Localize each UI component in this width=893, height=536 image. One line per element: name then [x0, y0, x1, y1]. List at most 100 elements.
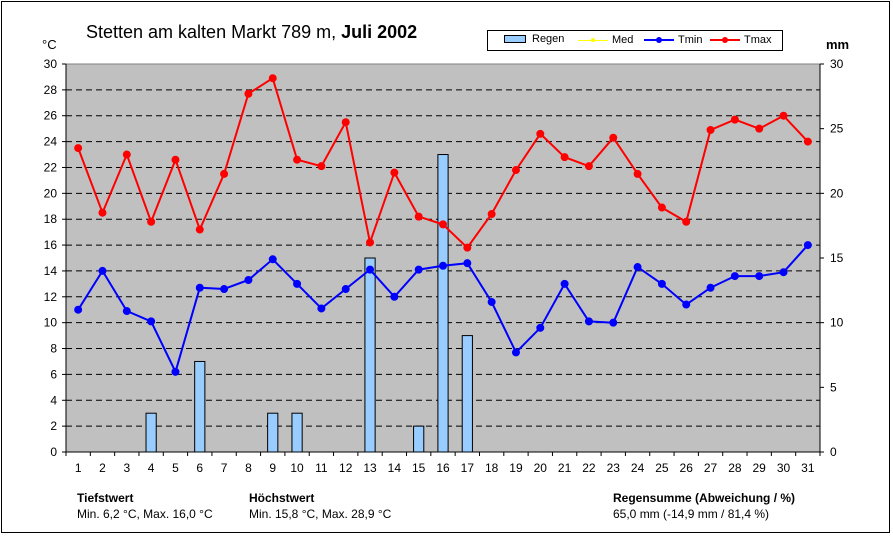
- x-tick-label: 30: [777, 461, 791, 475]
- tmin-point: [98, 266, 107, 275]
- y-left-tick-label: 24: [44, 135, 58, 149]
- tmin-point: [730, 272, 739, 281]
- legend-tmin-swatch: [644, 33, 674, 47]
- tmax-point: [366, 238, 375, 247]
- tmax-point: [609, 133, 618, 142]
- tmax-point: [682, 217, 691, 226]
- tmax-point: [74, 144, 83, 153]
- footer-hoechstwert-head: Höchstwert: [249, 491, 315, 505]
- x-tick-label: 13: [363, 461, 377, 475]
- tmin-point: [755, 272, 764, 281]
- tmin-point: [366, 265, 375, 274]
- y-left-tick-label: 18: [44, 212, 58, 226]
- tmax-point: [147, 217, 156, 226]
- tmax-point: [730, 115, 739, 124]
- tmin-point: [414, 265, 423, 274]
- legend-item-tmax: Tmax: [710, 33, 772, 47]
- tmax-point: [220, 169, 229, 178]
- y-right-tick-label: 25: [830, 122, 844, 136]
- x-tick-label: 4: [148, 461, 155, 475]
- chart-title: Stetten am kalten Markt 789 m, Juli 2002: [86, 22, 417, 43]
- tmax-point: [463, 243, 472, 252]
- y-left-tick-label: 8: [50, 342, 57, 356]
- x-tick-label: 19: [509, 461, 523, 475]
- x-tick-label: 8: [245, 461, 252, 475]
- legend-item-tmin: Tmin: [644, 33, 702, 47]
- tmax-point: [390, 168, 399, 177]
- tmax-point: [195, 225, 204, 234]
- tmin-point: [487, 297, 496, 306]
- legend-tmin-label: Tmin: [678, 34, 703, 46]
- legend-med-swatch: [578, 33, 608, 47]
- tmax-point: [536, 129, 545, 138]
- tmax-point: [657, 203, 666, 212]
- tmin-point: [171, 367, 180, 376]
- tmin-point: [147, 317, 156, 326]
- y-left-tick-label: 20: [44, 186, 58, 200]
- rain-bar: [437, 154, 449, 453]
- tmin-point: [584, 317, 593, 326]
- x-tick-label: 3: [123, 461, 130, 475]
- x-tick-label: 28: [728, 461, 742, 475]
- y-left-tick-label: 30: [44, 57, 58, 71]
- x-tick-label: 20: [534, 461, 548, 475]
- tmin-point: [341, 285, 350, 294]
- footer-hoechstwert: Höchstwert Min. 15,8 °C, Max. 28,9 °C: [249, 490, 391, 522]
- x-tick-label: 14: [388, 461, 402, 475]
- x-tick-label: 25: [655, 461, 669, 475]
- legend-item-rain: Regen: [504, 33, 564, 45]
- tmin-point: [390, 292, 399, 301]
- tmin-point: [439, 261, 447, 270]
- tmin-point: [463, 259, 472, 268]
- x-tick-label: 10: [290, 461, 304, 475]
- tmax-point: [439, 220, 447, 229]
- x-tick-label: 12: [339, 461, 353, 475]
- tmax-point: [171, 155, 180, 164]
- tmin-point: [682, 300, 691, 309]
- tmin-point: [633, 263, 642, 272]
- y-right-tick-label: 5: [830, 380, 837, 394]
- footer-tiefstwert: Tiefstwert Min. 6,2 °C, Max. 16,0 °C: [77, 490, 213, 522]
- x-tick-label: 2: [99, 461, 106, 475]
- y-left-tick-label: 10: [44, 316, 58, 330]
- tmin-point: [268, 255, 277, 264]
- x-tick-label: 1: [75, 461, 82, 475]
- y-left-tick-label: 4: [50, 393, 57, 407]
- x-tick-label: 21: [558, 461, 572, 475]
- x-tick-label: 16: [436, 461, 450, 475]
- rain-bar: [413, 425, 425, 453]
- tmin-point: [609, 318, 618, 327]
- tmax-point: [487, 210, 496, 219]
- footer-tiefstwert-head: Tiefstwert: [77, 491, 134, 505]
- tmax-point: [633, 169, 642, 178]
- tmax-point: [244, 89, 253, 98]
- legend-med-label: Med: [612, 34, 634, 46]
- tmin-point: [779, 268, 788, 277]
- footer-hoechstwert-text: Min. 15,8 °C, Max. 28,9 °C: [249, 507, 392, 521]
- tmax-point: [803, 137, 812, 146]
- y-left-tick-label: 16: [44, 238, 58, 252]
- y-left-tick-label: 12: [44, 290, 58, 304]
- x-tick-label: 15: [412, 461, 426, 475]
- x-tick-label: 24: [631, 461, 645, 475]
- footer-regensumme-text: 65,0 mm (-14,9 mm / 81,4 %): [613, 507, 770, 521]
- tmin-point: [511, 348, 520, 357]
- y-right-tick-label: 10: [830, 316, 844, 330]
- tmax-point: [560, 153, 569, 162]
- tmax-point: [122, 150, 131, 159]
- legend-rain-label: Regen: [532, 33, 565, 45]
- tmin-point: [657, 279, 666, 288]
- legend-tmax-swatch: [710, 33, 740, 47]
- tmin-point: [293, 279, 302, 288]
- tmax-point: [755, 124, 764, 133]
- y-left-tick-label: 0: [50, 445, 57, 459]
- tmin-point: [195, 283, 204, 292]
- x-tick-label: 22: [582, 461, 596, 475]
- rain-bar: [194, 360, 206, 453]
- x-tick-label: 27: [704, 461, 718, 475]
- x-tick-label: 11: [315, 461, 328, 475]
- chart-title-prefix: Stetten am kalten Markt 789 m,: [86, 22, 337, 42]
- legend-tmax-label: Tmax: [744, 34, 772, 46]
- tmax-point: [98, 208, 107, 217]
- rain-bar: [291, 412, 303, 453]
